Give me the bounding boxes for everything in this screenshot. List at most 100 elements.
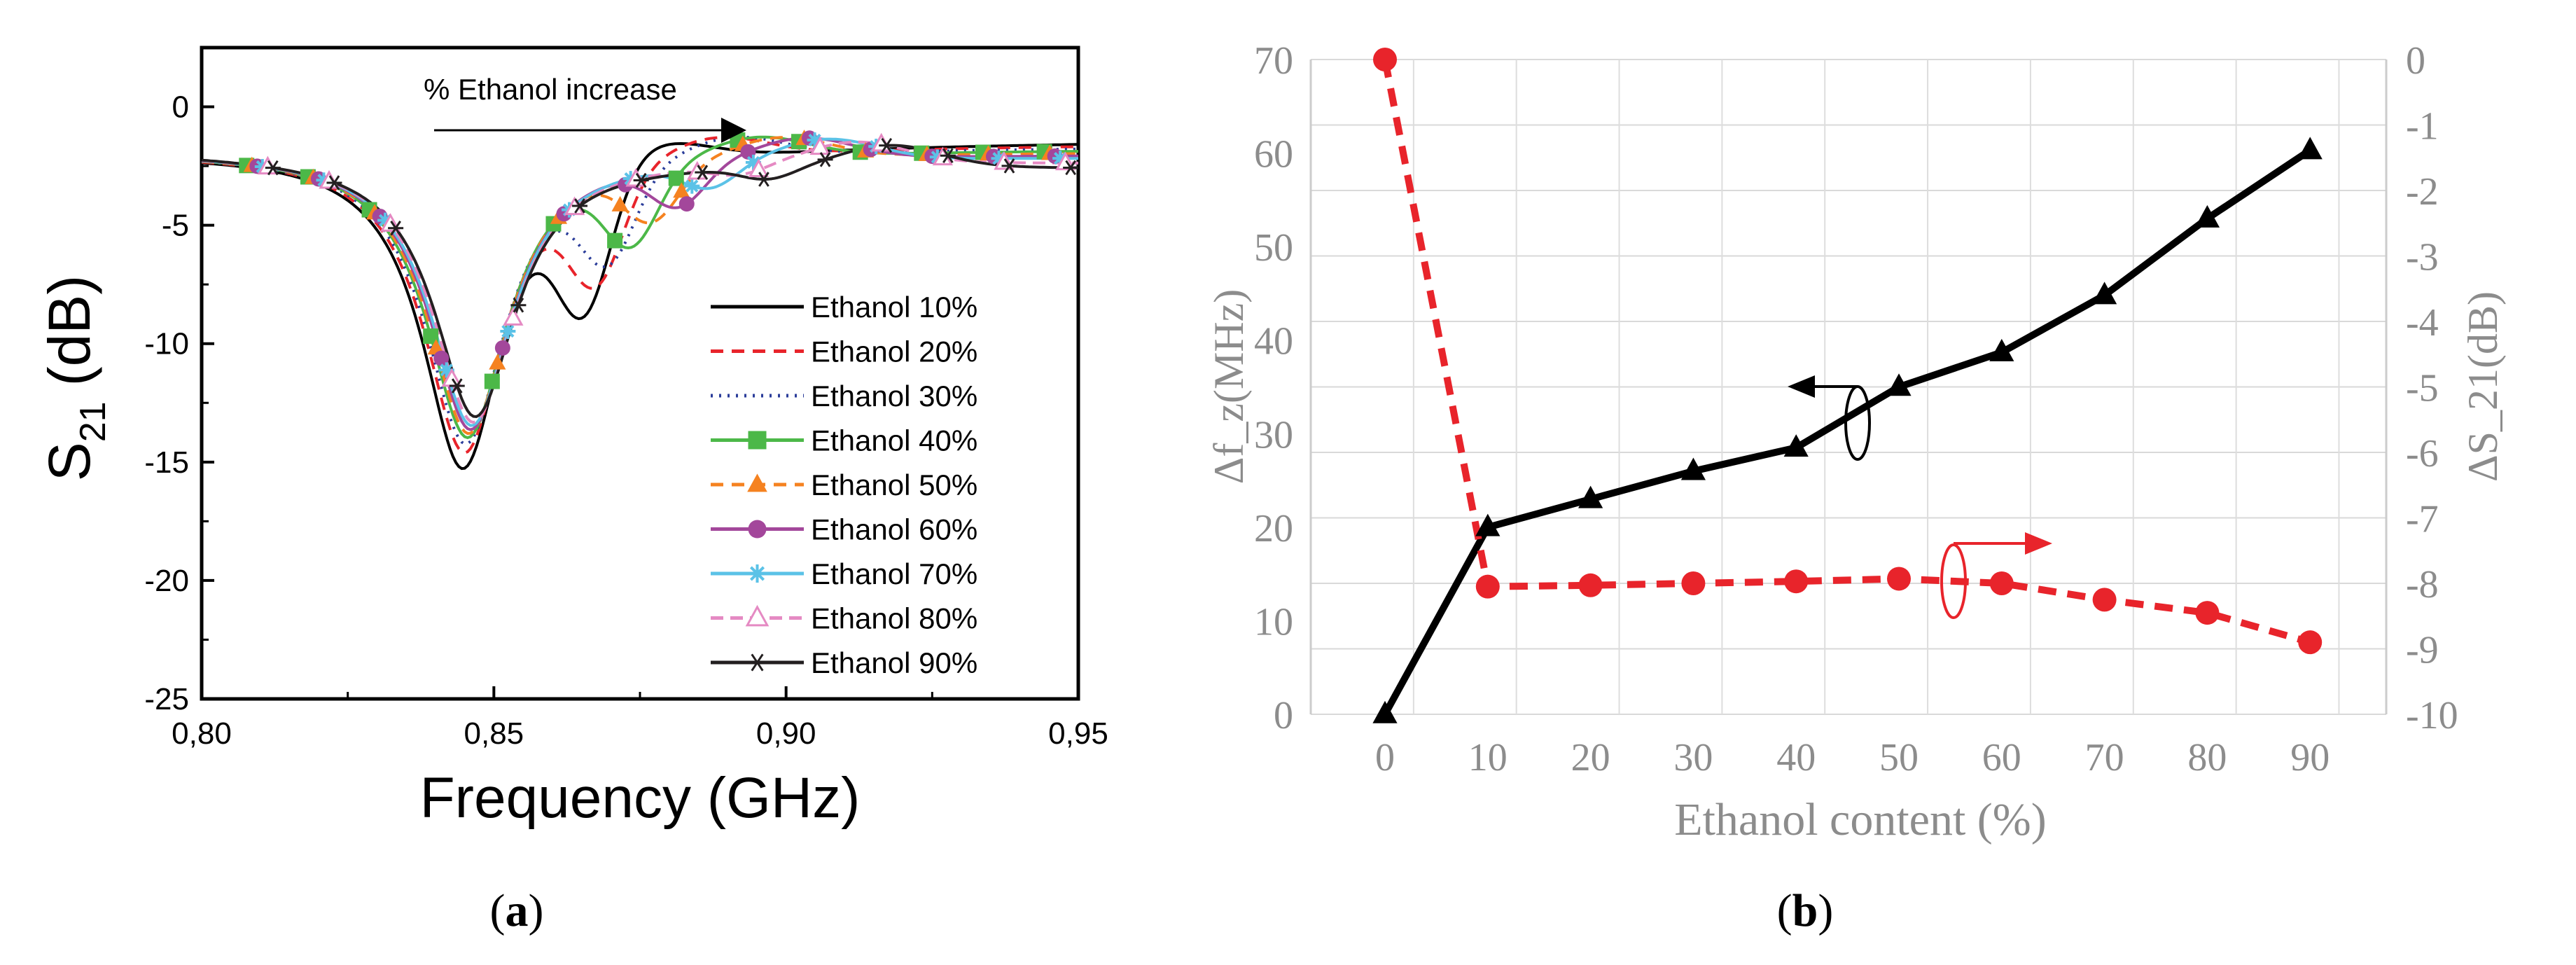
b-x-tick-label: 30	[1673, 736, 1713, 779]
a-series-9-marker	[388, 221, 404, 236]
a-y-tick-label: 0	[172, 90, 189, 125]
b-series-2-point	[1681, 571, 1706, 595]
legend-label-7: Ethanol 70%	[811, 557, 977, 590]
b-right-tick-label: -5	[2406, 367, 2439, 410]
b-x-tick-label: 60	[1982, 736, 2021, 779]
b-series-1-point	[2194, 204, 2220, 228]
b-series-1-point	[1680, 457, 1706, 480]
b-series-2-point	[1784, 569, 1809, 594]
b-series-1-point	[1886, 373, 1912, 396]
legend-marker-7	[748, 564, 767, 583]
a-y-tick-label: -25	[144, 682, 189, 716]
chart-a-y-label-main: S	[36, 442, 102, 481]
chart-a-panel-label: (a)	[490, 885, 544, 936]
a-series-9-marker	[695, 165, 711, 180]
legend-label-5: Ethanol 50%	[811, 468, 977, 501]
a-series-8-marker	[809, 136, 830, 155]
b-right-tick-label: -2	[2406, 170, 2439, 214]
a-x-tick-label: 0,90	[756, 716, 816, 751]
b-series-1-point	[1372, 700, 1398, 723]
a-series-9-marker	[449, 378, 465, 394]
chart-a-panel-letter: a	[506, 885, 529, 936]
chart-a-increase-arrow-head	[721, 118, 746, 143]
b-left-tick-label: 20	[1254, 507, 1293, 550]
legend-label-1: Ethanol 10%	[811, 291, 977, 324]
chart-b-left-ticks: 0 10 20 30 40 50 60 70	[1254, 39, 1293, 737]
a-series-7-marker	[991, 151, 1007, 167]
b-series-2-point	[1373, 48, 1397, 71]
b-series-2-point	[1578, 573, 1603, 597]
a-y-tick-label: -15	[144, 445, 189, 480]
legend-label-9: Ethanol 90%	[811, 646, 977, 679]
a-series-9-marker	[510, 298, 527, 313]
a-x-tick-label: 0,95	[1048, 716, 1108, 751]
b-x-tick-label: 90	[2290, 736, 2330, 779]
chart-b-x-ticks: 0 10 20 30 40 50 60 70 80 90	[1375, 736, 2330, 779]
chart-b-right-ticks: 0 -1 -2 -3 -4 -5 -6 -7 -8 -9 -10	[2406, 39, 2458, 737]
b-series-1-point	[2092, 282, 2117, 305]
chart-a-y-label-unit: (dB)	[36, 275, 102, 387]
b-x-tick-label: 70	[2085, 736, 2124, 779]
b-left-tick-label: 60	[1254, 133, 1293, 176]
b-x-tick-label: 10	[1468, 736, 1508, 779]
chart-b-panel-letter: b	[1792, 885, 1818, 936]
a-series-7-marker	[1052, 151, 1068, 167]
a-series-7-marker	[438, 362, 454, 378]
a-series-9-marker	[572, 198, 588, 214]
chart-a-y-axis-label: S21 (dB)	[36, 275, 113, 482]
a-series-4-marker	[423, 328, 439, 345]
a-series-5-marker	[673, 182, 690, 198]
a-series-7-marker	[745, 154, 761, 170]
b-right-tick-label: -7	[2406, 498, 2439, 541]
b-series-1-point	[2297, 137, 2323, 160]
chart-a-legend: Ethanol 10% Ethanol 20% Ethanol 30% Ethanol…	[711, 291, 977, 679]
chart-a-x-ticks: 0,80 0,85 0,90 0,95	[172, 686, 1108, 751]
b-right-tick-label: -9	[2406, 629, 2439, 672]
a-series-6-marker	[433, 350, 450, 366]
a-series-4-marker	[668, 170, 684, 186]
a-series-4-marker	[484, 373, 500, 389]
b-x-tick-label: 50	[1879, 736, 1919, 779]
chart-a-annotation: % Ethanol increase	[424, 73, 677, 106]
chart-b: 0 10 20 30 40 50 60 70 0 -1 -2 -3 -4 -5 -6 -7 -8 -9 -10 0…	[1206, 39, 2506, 936]
b-series-1-point	[1475, 513, 1501, 536]
b-right-tick-label: -4	[2406, 301, 2439, 345]
a-series-7-marker	[500, 324, 516, 340]
b-x-tick-label: 40	[1776, 736, 1816, 779]
b-right-tick-label: -3	[2406, 236, 2439, 279]
a-series-5-marker	[489, 354, 506, 370]
b-x-tick-label: 80	[2187, 736, 2227, 779]
a-y-tick-label: -5	[162, 209, 189, 243]
chart-b-panel-label: (b)	[1777, 885, 1834, 936]
chart-b-x-axis-label: Ethanol content (%)	[1674, 794, 2046, 845]
a-series-9-marker	[756, 172, 772, 187]
legend-marker-8	[745, 604, 770, 627]
a-series-9-marker	[1063, 160, 1079, 176]
b-series-line-1	[1381, 147, 2312, 716]
a-series-8-marker	[748, 158, 770, 178]
legend-label-4: Ethanol 40%	[811, 424, 977, 457]
b-left-tick-label: 10	[1254, 600, 1293, 644]
b-series-2-point	[1887, 567, 1911, 591]
chart-a: 0,80 0,85 0,90 0,95 0 -5 -10 -15 -20 -25 % Ethan…	[36, 46, 1108, 936]
legend-marker-5	[747, 473, 767, 492]
b-x-tick-label: 0	[1375, 736, 1395, 779]
chart-b-markers	[1372, 48, 2323, 723]
svg-text:S21(dB): S21 (dB)	[36, 275, 113, 482]
a-series-7-marker	[377, 212, 394, 228]
a-series-6-marker	[740, 144, 756, 160]
legend-marker-9	[748, 653, 767, 672]
a-series-line-1	[201, 141, 1079, 471]
a-series-9-marker	[817, 152, 833, 167]
chart-a-y-ticks: 0 -5 -10 -15 -20 -25	[144, 90, 214, 716]
b-series-1-point	[1578, 485, 1603, 508]
b-left-tick-label: 0	[1274, 694, 1293, 737]
legend-label-6: Ethanol 60%	[811, 513, 977, 546]
b-series-2-point	[2298, 630, 2323, 655]
a-series-9-marker	[633, 172, 649, 188]
b-left-tick-label: 40	[1254, 320, 1293, 363]
left-pointer-head	[1788, 375, 1815, 398]
chart-b-left-axis-pointer	[1788, 375, 1871, 461]
a-x-tick-label: 0,85	[464, 716, 524, 751]
